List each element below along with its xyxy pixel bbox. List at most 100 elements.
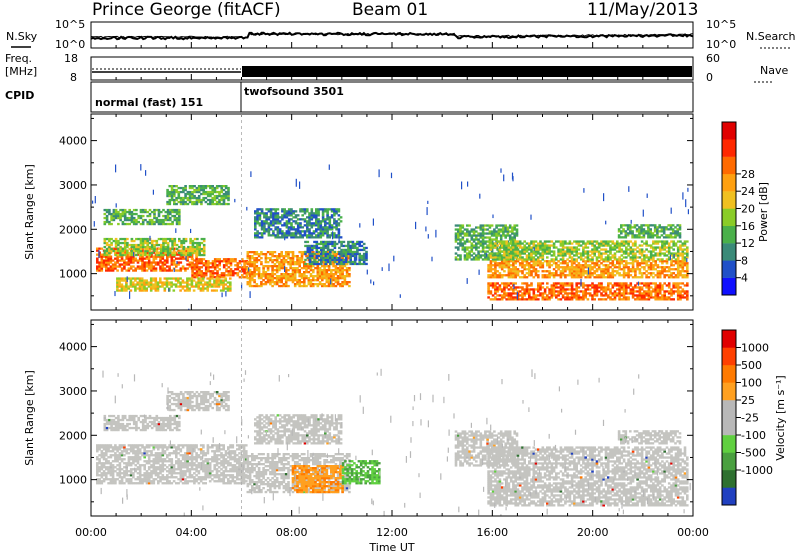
heatmap-cell [333, 220, 336, 223]
heatmap-cell [330, 216, 334, 219]
heatmap-cell [120, 259, 124, 262]
heatmap-cell [584, 272, 587, 275]
heatmap-cell [345, 273, 349, 276]
heatmap-cell [134, 287, 137, 290]
heatmap-cell [271, 261, 274, 264]
heatmap-cell [602, 298, 605, 301]
heatmap-cell [322, 240, 325, 244]
heatmap-cell [287, 273, 290, 276]
heatmap-cell [199, 287, 203, 290]
heatmap-cell [168, 277, 171, 280]
heatmap-cell [509, 248, 513, 251]
heatmap-cell [525, 256, 529, 259]
heatmap-cell [171, 253, 174, 257]
heatmap-cell [597, 284, 601, 287]
heatmap-cell [282, 283, 286, 286]
heatmap-cell [613, 264, 617, 267]
heatmap-cell [193, 264, 197, 267]
heatmap-cell [143, 283, 146, 286]
heatmap-cell [577, 274, 581, 277]
heatmap-cell [260, 222, 264, 225]
heatmap-cell [281, 232, 284, 235]
heatmap-cell [137, 251, 140, 255]
heatmap-cell [125, 283, 128, 286]
heatmap-cell [497, 230, 501, 233]
heatmap-cell [317, 218, 320, 221]
heatmap-cell [541, 264, 545, 267]
heatmap-cell [579, 274, 583, 277]
heatmap-cell [625, 298, 628, 301]
heatmap-cell [217, 279, 221, 282]
heatmap-cell [154, 285, 158, 288]
heatmap-cell [144, 251, 147, 255]
heatmap-cell [591, 286, 594, 289]
heatmap-cell [218, 264, 221, 267]
heatmap-cell [649, 236, 652, 239]
heatmap-cell [294, 232, 298, 235]
heatmap-cell [284, 259, 288, 262]
heatmap-cell [293, 277, 297, 280]
heatmap-cell [175, 222, 179, 226]
heatmap-cell [555, 266, 558, 269]
heatmap-cell [287, 226, 291, 229]
heatmap-cell [489, 284, 493, 287]
heatmap-cell [652, 256, 655, 259]
heatmap-cell [683, 252, 687, 255]
heatmap-cell [227, 202, 230, 206]
heatmap-cell [285, 226, 289, 229]
heatmap-cell [125, 261, 128, 264]
heatmap-cell [555, 286, 558, 289]
heatmap-cell [195, 268, 199, 271]
heatmap-cell [257, 269, 261, 272]
heatmap-cell [271, 267, 274, 270]
heatmap-cell [620, 274, 624, 277]
heatmap-cell [319, 222, 323, 225]
heatmap-cell [260, 236, 264, 239]
heatmap-cell [521, 296, 524, 299]
heatmap-cell [512, 296, 515, 299]
heatmap-cell [190, 279, 194, 282]
heatmap-cell [661, 242, 664, 245]
heatmap-cell [266, 267, 270, 270]
heatmap-cell [658, 290, 662, 293]
heatmap-cell [312, 277, 315, 280]
heatmap-cell [525, 254, 529, 257]
heatmap-cell [105, 249, 109, 253]
heatmap-cell [278, 255, 281, 258]
heatmap-cell [577, 298, 581, 301]
heatmap-cell [647, 298, 651, 301]
heatmap-cell [168, 267, 171, 270]
heatmap-cell [315, 254, 319, 258]
heatmap-cell [340, 258, 343, 262]
heatmap-cell [304, 240, 307, 244]
heatmap-cell [165, 279, 169, 282]
heatmap-cell [291, 273, 295, 276]
heatmap-cell [135, 247, 138, 251]
heatmap-cell [628, 186, 630, 192]
heatmap-cell [613, 266, 617, 269]
heatmap-cell [290, 208, 293, 211]
heatmap-cell [609, 250, 612, 253]
heatmap-cell [260, 281, 263, 284]
heatmap-cell [515, 228, 519, 231]
heatmap-cell [135, 253, 138, 257]
heatmap-cell [292, 236, 295, 239]
heatmap-cell [166, 255, 169, 258]
heatmap-cell [172, 249, 176, 252]
heatmap-cell [658, 230, 661, 233]
heatmap-cell [340, 244, 343, 248]
heatmap-cell [234, 272, 237, 275]
heatmap-cell [468, 234, 471, 237]
heatmap-cell [329, 254, 332, 258]
heatmap-cell [166, 214, 170, 218]
heatmap-cell [311, 246, 314, 250]
heatmap-cell [654, 296, 657, 299]
heatmap-cell [490, 238, 494, 241]
heatmap-cell [676, 298, 680, 301]
heatmap-cell [108, 247, 111, 251]
heatmap-cell [149, 281, 153, 284]
heatmap-cell [298, 265, 301, 268]
heatmap-cell [543, 260, 547, 263]
heatmap-cell [131, 277, 135, 280]
heatmap-cell [509, 246, 513, 249]
